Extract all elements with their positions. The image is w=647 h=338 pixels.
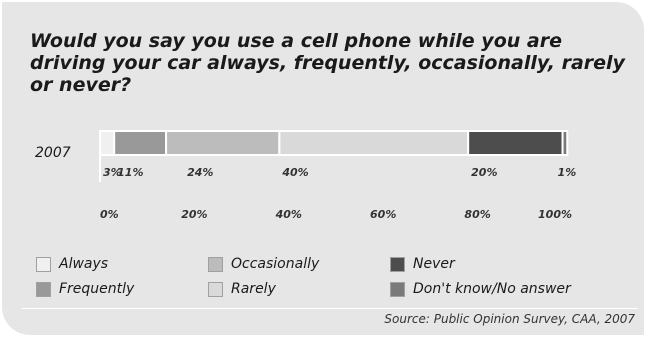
data-label-rarely: 40% bbox=[281, 166, 308, 179]
legend-item-don-t-know-no-answer: Don't know/No answer bbox=[390, 281, 571, 297]
x-tick-label: 40% bbox=[275, 208, 302, 221]
legend-swatch bbox=[36, 256, 51, 272]
legend-item-frequently: Frequently bbox=[36, 281, 134, 297]
chart-title: Would you say you use a cell phone while… bbox=[30, 30, 625, 96]
x-tick-label: 60% bbox=[370, 208, 396, 221]
bar-never bbox=[467, 130, 564, 156]
data-label-frequently: 11% bbox=[117, 166, 143, 179]
legend-item-rarely: Rarely bbox=[208, 281, 276, 297]
bar-frequently bbox=[113, 130, 168, 156]
source-note: Source: Public Opinion Survey, CAA, 2007 bbox=[384, 312, 635, 326]
legend-swatch bbox=[208, 256, 223, 272]
x-tick-label: 80% bbox=[464, 208, 490, 221]
chart-panel bbox=[2, 2, 644, 335]
bar-occasionally bbox=[165, 130, 281, 156]
legend-item-never: Never bbox=[390, 256, 455, 272]
category-label: 2007 bbox=[35, 145, 71, 161]
x-tick-label: 100% bbox=[538, 208, 572, 221]
legend-swatch bbox=[390, 256, 405, 272]
data-label-always: 3% bbox=[103, 166, 122, 179]
data-label-never: 20% bbox=[471, 166, 497, 179]
source-divider bbox=[22, 308, 638, 309]
data-label-occasionally: 24% bbox=[187, 166, 213, 179]
legend-label: Occasionally bbox=[231, 256, 320, 272]
legend-item-always: Always bbox=[36, 256, 108, 272]
legend-label: Rarely bbox=[231, 281, 276, 297]
legend-swatch bbox=[208, 281, 223, 297]
legend-label: Don't know/No answer bbox=[413, 281, 571, 297]
x-tick-label: 20% bbox=[181, 208, 207, 221]
legend-label: Never bbox=[413, 256, 455, 272]
legend-item-occasionally: Occasionally bbox=[208, 256, 319, 272]
x-tick-label: 0% bbox=[100, 208, 119, 221]
legend-label: Frequently bbox=[59, 281, 135, 297]
legend-swatch bbox=[390, 281, 405, 297]
bar-don-t-know-no-answer bbox=[561, 130, 569, 156]
bar-always bbox=[99, 130, 116, 156]
legend-swatch bbox=[36, 281, 51, 297]
data-label-don-t-know-no-answer: 1% bbox=[558, 166, 577, 179]
legend-label: Always bbox=[59, 256, 109, 272]
bar-rarely bbox=[278, 130, 470, 156]
